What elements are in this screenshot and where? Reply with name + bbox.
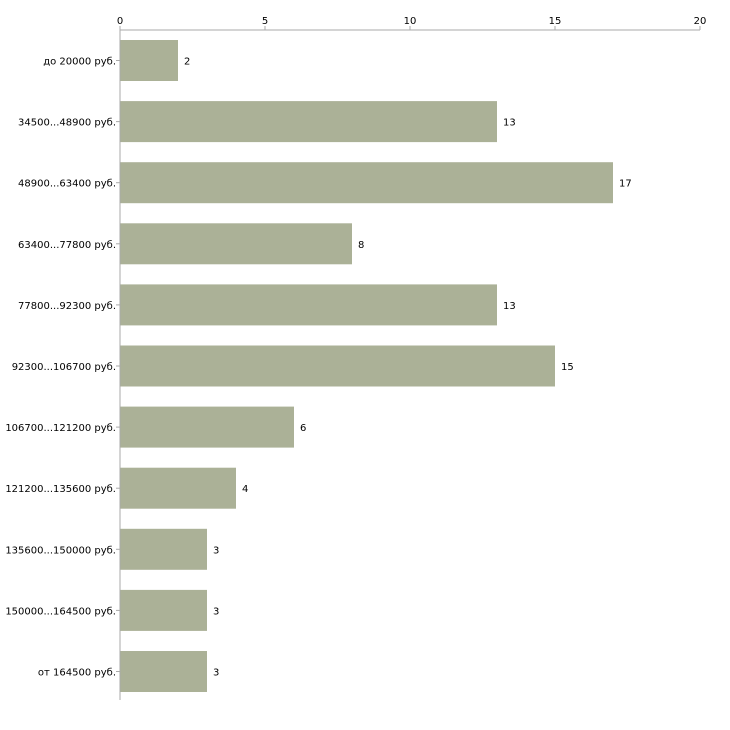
category-label: 106700...121200 руб. bbox=[5, 423, 116, 434]
category-labels: до 20000 руб. 34500...48900 руб. 48900...6… bbox=[5, 57, 116, 679]
bar bbox=[120, 467, 236, 509]
value-label: 3 bbox=[213, 606, 219, 617]
axes bbox=[119, 29, 700, 700]
bar bbox=[120, 101, 497, 143]
category-label: 150000...164500 руб. bbox=[5, 606, 116, 617]
x-tick-label: 15 bbox=[549, 16, 562, 27]
value-label: 6 bbox=[300, 423, 306, 434]
category-label: 92300...106700 руб. bbox=[12, 362, 116, 373]
category-label: 48900...63400 руб. bbox=[18, 179, 116, 190]
category-label: 77800...92300 руб. bbox=[18, 301, 116, 312]
category-label: до 20000 руб. bbox=[43, 57, 116, 68]
value-label: 17 bbox=[619, 179, 632, 190]
bars bbox=[120, 40, 613, 692]
value-label: 3 bbox=[213, 545, 219, 556]
bar bbox=[120, 223, 352, 265]
x-tick-label: 5 bbox=[262, 16, 268, 27]
x-tick-label: 10 bbox=[404, 16, 417, 27]
value-label: 15 bbox=[561, 362, 574, 373]
x-axis-ticks: 0 5 10 15 20 bbox=[116, 16, 706, 672]
category-label: 63400...77800 руб. bbox=[18, 240, 116, 251]
category-label: 135600...150000 руб. bbox=[5, 545, 116, 556]
value-label: 3 bbox=[213, 668, 219, 679]
category-label: 121200...135600 руб. bbox=[5, 484, 116, 495]
bar bbox=[120, 162, 613, 204]
x-tick-label: 0 bbox=[117, 16, 123, 27]
x-tick-label: 20 bbox=[694, 16, 707, 27]
value-label: 8 bbox=[358, 240, 364, 251]
bar bbox=[120, 284, 497, 326]
value-labels: 2 13 17 8 13 15 6 4 3 3 3 bbox=[184, 57, 632, 679]
bar bbox=[120, 589, 207, 631]
value-label: 2 bbox=[184, 57, 190, 68]
bar bbox=[120, 406, 294, 448]
category-label: от 164500 руб. bbox=[38, 668, 116, 679]
bar bbox=[120, 528, 207, 570]
bar bbox=[120, 345, 555, 387]
value-label: 13 bbox=[503, 301, 516, 312]
value-label: 4 bbox=[242, 484, 248, 495]
category-label: 34500...48900 руб. bbox=[18, 118, 116, 129]
bar bbox=[120, 40, 178, 81]
bar bbox=[120, 651, 207, 692]
value-label: 13 bbox=[503, 118, 516, 129]
